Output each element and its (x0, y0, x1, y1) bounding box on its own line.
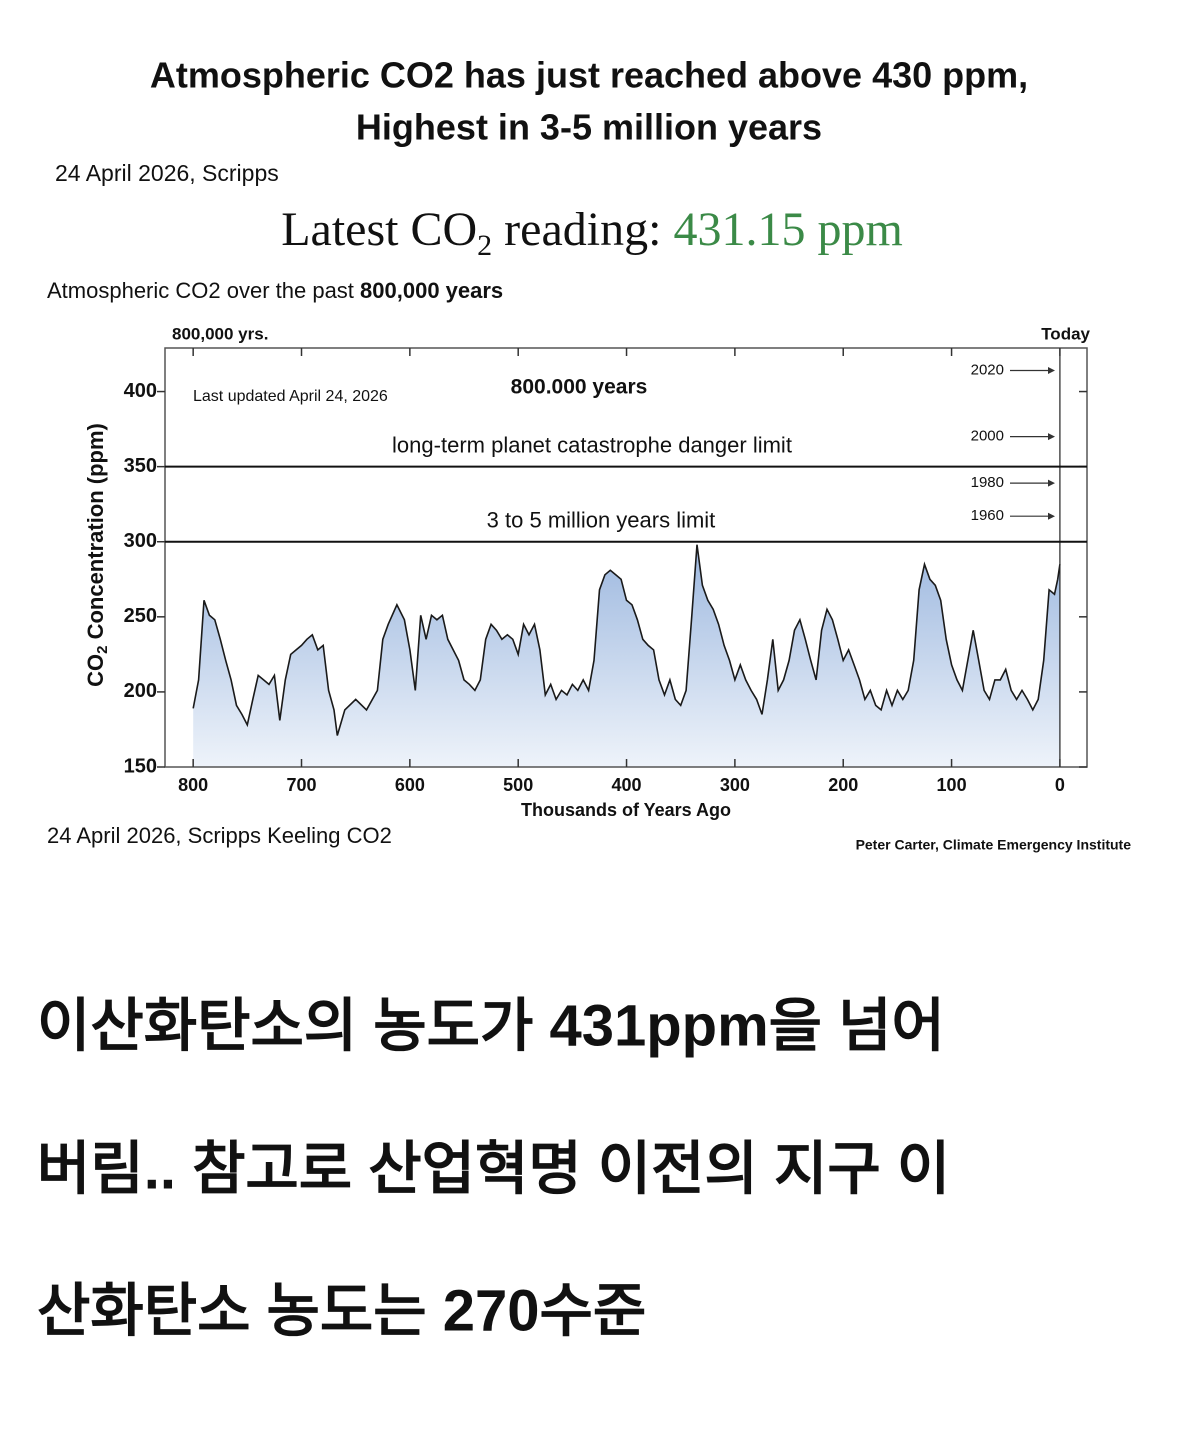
caption-line: 버림.. 참고로 산업혁명 이전의 지구 이 (37, 1136, 950, 1201)
year-label: 2020 (971, 361, 1004, 378)
x-tick-label: 200 (828, 775, 858, 795)
y-tick-label: 150 (124, 755, 157, 777)
right-label: Today (1041, 324, 1090, 343)
year-label: 1960 (971, 507, 1004, 524)
x-tick-label: 400 (612, 775, 642, 795)
title-bold: 800,000 years (360, 278, 503, 303)
label: reading: (492, 203, 673, 256)
year-label: 2000 (971, 428, 1004, 445)
area (193, 544, 1060, 767)
updated-note: Last updated April 24, 2026 (193, 388, 388, 405)
y-tick-label: 400 (124, 380, 157, 402)
reference-label: 3 to 5 million years limit (487, 508, 716, 533)
credit: Peter Carter, Climate Emergency Institut… (856, 837, 1132, 853)
source: 24 April 2026, Scripps (55, 160, 279, 186)
subscript: 2 (477, 229, 492, 262)
title: Atmospheric CO2 over the past (47, 278, 360, 303)
x-tick-label: 100 (937, 775, 967, 795)
title-line: Highest in 3-5 million years (356, 107, 822, 148)
label: CO (83, 654, 108, 687)
value: 431.15 ppm (673, 203, 902, 256)
x-axis-label: Thousands of Years Ago (521, 800, 731, 820)
caption-line: 이산화탄소의 농도가 431ppm을 넘어 (37, 993, 945, 1058)
plot: 150 200 250 300 350 400 800 700 600 500 400 300 200 1… (124, 347, 1088, 795)
arrow-head (1048, 433, 1055, 441)
x-tick-label: 600 (395, 775, 425, 795)
subscript: 2 (94, 646, 111, 654)
year-label: 1980 (971, 474, 1004, 491)
label: Concentration (ppm) (83, 423, 108, 645)
arrow-head (1048, 512, 1055, 520)
y-tick-label: 300 (124, 530, 157, 552)
reference-label: long-term planet catastrophe danger limi… (392, 432, 792, 457)
arrow-head (1048, 367, 1055, 375)
y-tick-label: 350 (124, 455, 157, 477)
x-tick-label: 0 (1055, 775, 1065, 795)
x-tick-label: 700 (286, 775, 316, 795)
title-line: Atmospheric CO2 has just reached above 4… (150, 55, 1028, 96)
y-axis-label: CO2 Concentration (ppm) (83, 423, 111, 687)
latest-reading: Latest CO2 reading: 431.15 ppm (281, 203, 903, 262)
y-tick-label: 200 (124, 680, 157, 702)
chart-title: Atmospheric CO2 over the past 800,000 ye… (47, 278, 503, 303)
span-note: 800.000 years (511, 376, 648, 399)
y-tick-label: 250 (124, 605, 157, 627)
line (192, 544, 1061, 736)
footer-source: 24 April 2026, Scripps Keeling CO2 (47, 823, 392, 848)
x-tick-label: 800 (178, 775, 208, 795)
x-tick-label: 500 (503, 775, 533, 795)
x-tick-label: 300 (720, 775, 750, 795)
label: Latest CO (281, 203, 477, 256)
caption-line: 산화탄소 농도는 270수준 (37, 1278, 646, 1343)
arrow-head (1048, 479, 1055, 487)
left-label: 800,000 yrs. (172, 324, 268, 343)
